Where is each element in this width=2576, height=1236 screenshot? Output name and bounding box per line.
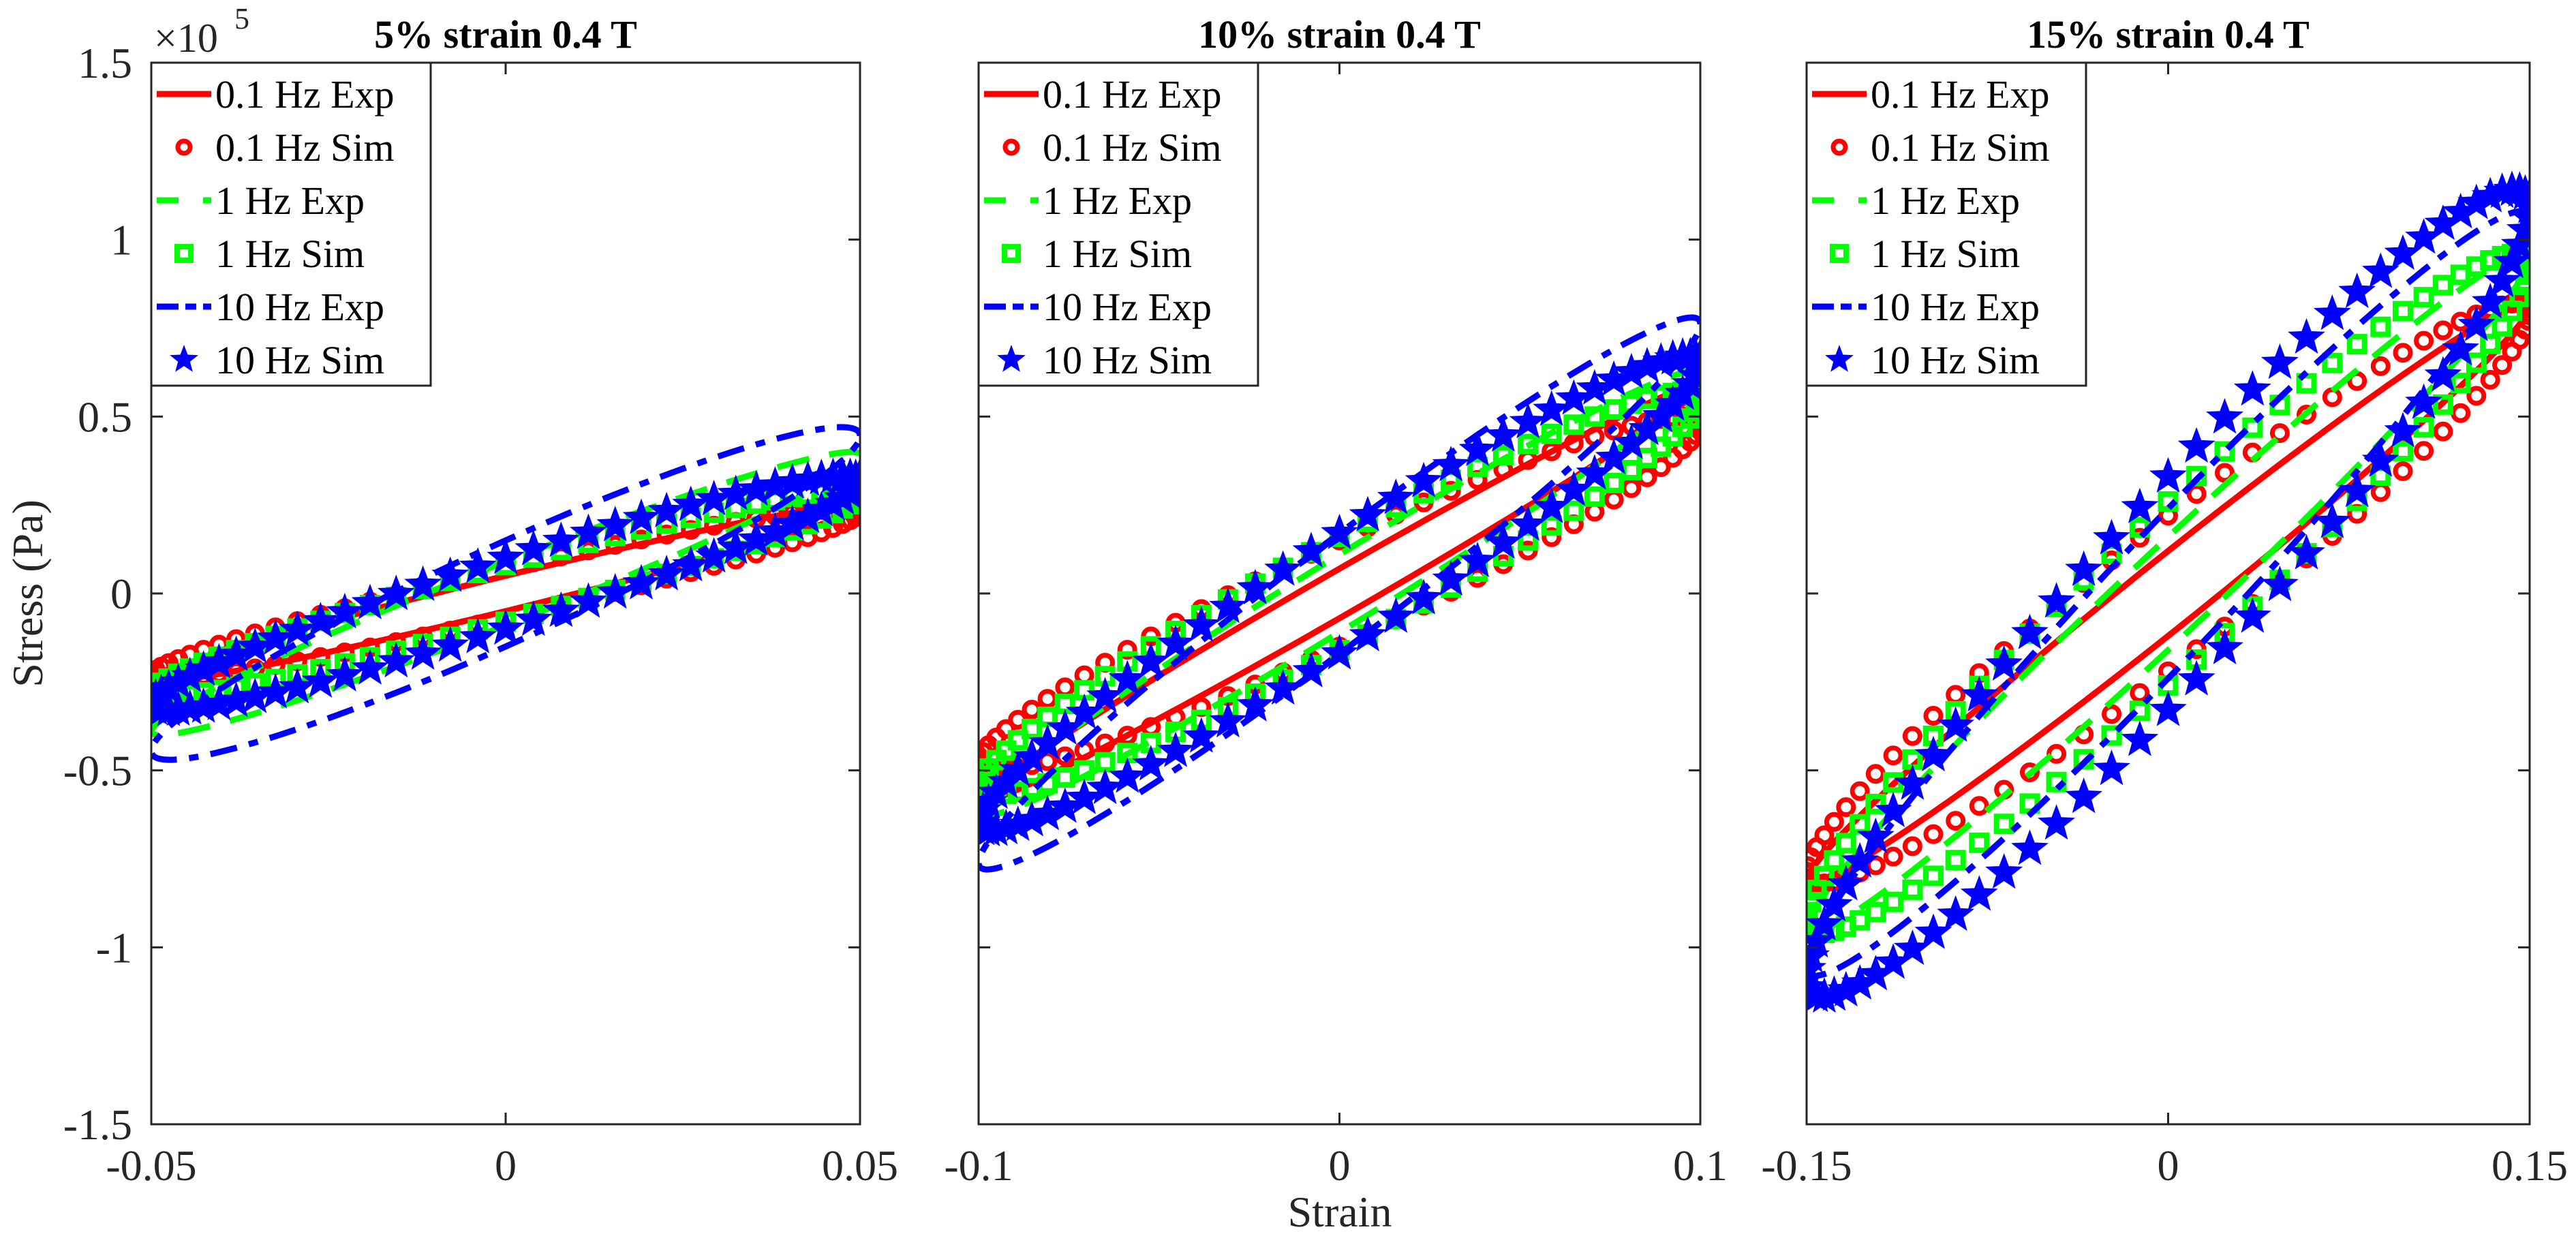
legend-label: 0.1 Hz Sim (1043, 125, 1222, 170)
legend-label: 1 Hz Sim (215, 232, 365, 276)
legend-label: 10 Hz Exp (1871, 285, 2040, 329)
legend: 0.1 Hz Exp 0.1 Hz Sim 1 Hz Exp 1 Hz Sim 10 H… (979, 63, 1258, 386)
legend-label: 0.1 Hz Sim (1871, 125, 2050, 170)
legend-label: 0.1 Hz Exp (215, 72, 395, 117)
y-exponent-label: ×10 5 (154, 2, 249, 61)
y-tick-label: -1 (96, 923, 132, 972)
legend-label: 0.1 Hz Exp (1043, 72, 1222, 117)
y-exponent-power: 5 (234, 2, 249, 35)
x-tick-label: 0.05 (822, 1141, 898, 1190)
y-tick-label: 1 (110, 216, 132, 264)
subplot-title: 15% strain 0.4 T (2027, 12, 2310, 57)
x-tick-label: 0 (1329, 1141, 1351, 1190)
legend-label: 1 Hz Exp (1043, 179, 1192, 223)
x-tick-label: -0.1 (944, 1141, 1013, 1190)
legend-label: 10 Hz Exp (215, 285, 384, 329)
legend-label: 1 Hz Sim (1871, 232, 2020, 276)
x-tick-label: 0.15 (2491, 1141, 2568, 1190)
x-tick-label: 0 (2158, 1141, 2179, 1190)
legend: 0.1 Hz Exp 0.1 Hz Sim 1 Hz Exp 1 Hz Sim 10 H… (151, 63, 431, 386)
x-axis-label: Strain (1288, 1188, 1392, 1236)
x-tick-label: 0 (495, 1141, 517, 1190)
legend-label: 10 Hz Sim (1871, 338, 2040, 382)
subplot-2: -0.1 0 0.110% strain 0.4 T0.1 Hz Exp0.1 Hz… (944, 12, 1728, 1190)
subplots: -1.5-1-0.500.511.5-0.05 0 0.055% strain 0.… (63, 12, 2568, 1190)
legend-label: 1 Hz Sim (1043, 232, 1192, 276)
legend-label: 1 Hz Exp (1871, 179, 2020, 223)
y-exponent-base: ×10 (154, 16, 218, 61)
y-axis-label: Stress (Pa) (3, 499, 52, 687)
legend-label: 10 Hz Sim (215, 338, 384, 382)
subplot-3: -0.15 0 0.1515% strain 0.4 T0.1 Hz Exp0.1 … (1761, 12, 2568, 1190)
subplot-title: 10% strain 0.4 T (1198, 12, 1481, 57)
legend: 0.1 Hz Exp 0.1 Hz Sim 1 Hz Exp 1 Hz Sim 10 H… (1807, 63, 2086, 386)
y-tick-label: 0 (110, 570, 132, 618)
legend-label: 10 Hz Exp (1043, 285, 1212, 329)
legend-label: 10 Hz Sim (1043, 338, 1212, 382)
subplot-1: -1.5-1-0.500.511.5-0.05 0 0.055% strain 0.… (63, 12, 898, 1190)
legend-label: 0.1 Hz Sim (215, 125, 395, 170)
y-tick-label: -0.5 (63, 747, 132, 795)
y-tick-label: 0.5 (78, 392, 132, 441)
x-tick-label: -0.05 (106, 1141, 196, 1190)
legend-label: 1 Hz Exp (215, 179, 365, 223)
legend-label: 0.1 Hz Exp (1871, 72, 2050, 117)
subplot-title: 5% strain 0.4 T (374, 12, 637, 57)
y-tick-label: 1.5 (78, 39, 132, 87)
x-tick-label: 0.1 (1673, 1141, 1728, 1190)
x-tick-label: -0.15 (1761, 1141, 1852, 1190)
